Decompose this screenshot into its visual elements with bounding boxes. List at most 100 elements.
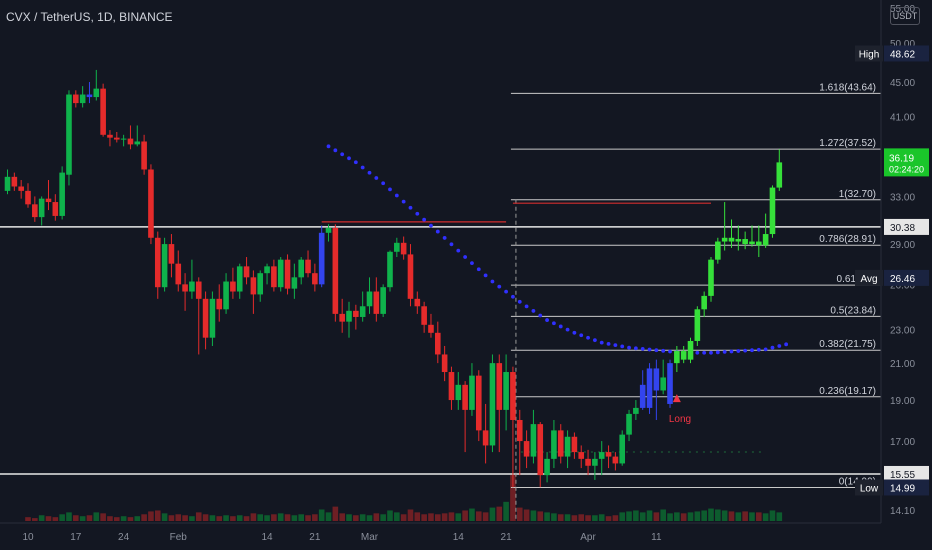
signal-dot <box>435 229 440 234</box>
candle <box>380 287 386 314</box>
signal-dot <box>640 347 645 351</box>
candle <box>168 244 175 264</box>
candle <box>264 266 270 274</box>
volume-bar <box>619 512 626 521</box>
volume-bar <box>605 516 612 521</box>
volume-bar <box>202 514 209 521</box>
signal-dot <box>633 346 638 351</box>
signal-dot <box>702 350 707 355</box>
candle <box>284 259 291 289</box>
volume-bar <box>715 509 721 521</box>
volume-bar <box>168 515 175 521</box>
candle <box>544 458 550 476</box>
signal-dot <box>627 345 631 350</box>
signal-dot <box>709 350 713 355</box>
candle <box>120 138 127 140</box>
price-tick-label: 33.00 <box>890 192 915 203</box>
stat-value-badge <box>884 479 929 496</box>
candle <box>448 372 455 401</box>
volume-bar <box>680 513 687 521</box>
candle <box>52 202 59 216</box>
candle <box>612 456 619 464</box>
signal-dot <box>524 304 529 309</box>
candle <box>564 436 571 457</box>
signal-dot <box>777 344 782 348</box>
volume-bar <box>455 513 462 521</box>
volume-bar <box>557 514 564 521</box>
volume-bar <box>762 513 769 521</box>
candle <box>537 424 544 476</box>
volume-bar <box>284 514 291 521</box>
signal-dot <box>538 313 543 318</box>
signal-dot <box>408 205 413 210</box>
volume-bar <box>120 516 127 521</box>
candle <box>530 424 537 457</box>
volume-bar <box>646 510 653 521</box>
stat-value: 14.99 <box>890 483 915 494</box>
signal-dot <box>449 242 454 247</box>
candle <box>182 284 188 292</box>
volume-bar <box>154 510 161 521</box>
stat-label: High <box>859 49 880 60</box>
candle <box>271 266 277 288</box>
fib-level-label: 0.5(23.84) <box>830 305 876 316</box>
candle <box>578 452 585 459</box>
candle <box>141 141 147 170</box>
volume-bar <box>141 514 147 521</box>
signal-dot <box>654 348 659 353</box>
signal-dot <box>770 345 775 350</box>
candle <box>209 298 216 338</box>
candle <box>557 430 564 457</box>
candle <box>175 263 182 285</box>
volume-bar <box>667 513 673 521</box>
candle <box>756 241 762 246</box>
volume-bar <box>482 512 489 521</box>
signal-dot <box>511 294 515 299</box>
volume-bar <box>359 514 366 521</box>
volume-bar <box>510 475 516 521</box>
candle <box>598 452 605 459</box>
candle <box>11 176 18 187</box>
time-tick-label: 10 <box>22 532 34 543</box>
signal-dot <box>483 273 488 278</box>
candle <box>694 309 701 341</box>
volume-bar <box>216 516 223 521</box>
signal-dot <box>353 160 358 165</box>
volume-bar <box>257 514 264 521</box>
signal-dot <box>579 333 584 338</box>
price-tick-label: 23.00 <box>890 326 915 337</box>
volume-bar <box>45 516 52 521</box>
volume-bar <box>66 512 72 521</box>
volume-bar <box>195 512 202 521</box>
candle <box>318 232 325 285</box>
volume-bar <box>93 512 100 521</box>
volume-bar <box>230 516 236 521</box>
candle <box>346 310 352 322</box>
candle <box>107 134 113 138</box>
volume-bar <box>756 512 762 521</box>
candle <box>762 234 769 246</box>
volume-bar <box>585 515 591 521</box>
signal-dot <box>743 348 748 353</box>
signal-dot <box>401 199 406 204</box>
currency-button[interactable]: USDT <box>890 7 920 25</box>
candle <box>421 306 427 325</box>
volume-bar <box>79 516 86 521</box>
candle <box>639 384 646 408</box>
candle <box>646 368 653 408</box>
signal-dot <box>422 217 427 222</box>
volume-bar <box>735 512 742 521</box>
signal-dot <box>442 236 447 240</box>
volume-bar <box>578 514 585 521</box>
candle <box>653 368 660 391</box>
time-tick-label: 17 <box>70 532 82 543</box>
volume-bar <box>537 511 544 521</box>
volume-bar <box>496 506 503 521</box>
signal-dot <box>476 267 481 272</box>
candle <box>721 237 728 242</box>
candle <box>523 441 530 457</box>
candle <box>394 242 400 252</box>
time-tick-label: 14 <box>453 532 465 543</box>
countdown-timer: 02:24:20 <box>889 164 924 174</box>
